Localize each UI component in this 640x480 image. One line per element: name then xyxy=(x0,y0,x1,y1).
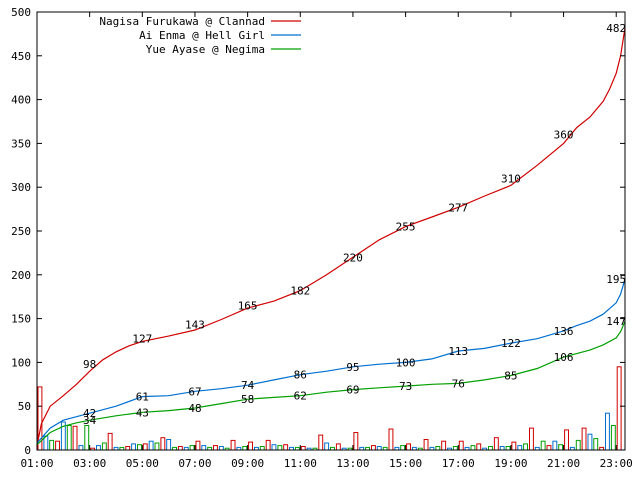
data-label: 76 xyxy=(452,377,465,390)
data-label: 42 xyxy=(83,407,96,420)
data-label: 127 xyxy=(132,333,152,346)
data-label: 113 xyxy=(448,345,468,358)
data-label: 67 xyxy=(188,385,201,398)
data-label: 147 xyxy=(606,315,626,328)
x-tick-label: 23:00 xyxy=(600,457,633,470)
y-tick-label: 100 xyxy=(11,356,31,369)
data-label: 122 xyxy=(501,337,521,350)
x-tick-label: 11:00 xyxy=(284,457,317,470)
x-tick-label: 21:00 xyxy=(547,457,580,470)
x-tick-label: 05:00 xyxy=(126,457,159,470)
lines-layer xyxy=(36,27,626,446)
data-label: 255 xyxy=(396,221,416,234)
legend-label: Nagisa Furukawa @ Clannad xyxy=(99,15,265,28)
y-tick-label: 0 xyxy=(24,444,31,457)
data-label: 482 xyxy=(606,22,626,35)
data-label: 48 xyxy=(188,402,201,415)
x-tick-label: 15:00 xyxy=(389,457,422,470)
data-label: 182 xyxy=(290,285,310,298)
x-tick-label: 13:00 xyxy=(336,457,369,470)
x-tick-label: 03:00 xyxy=(73,457,106,470)
data-label: 360 xyxy=(554,129,574,142)
data-label: 136 xyxy=(554,325,574,338)
data-label: 62 xyxy=(294,390,307,403)
axis-ticks-layer: 0 50 100 150 200 250 300 350 400 450 500 01:00 03:00… xyxy=(11,6,633,470)
series-line xyxy=(36,27,626,446)
data-label: 61 xyxy=(136,391,149,404)
y-tick-label: 300 xyxy=(11,181,31,194)
series-line xyxy=(36,320,626,446)
data-label: 98 xyxy=(83,358,96,371)
y-tick-label: 450 xyxy=(11,50,31,63)
data-label: 69 xyxy=(346,384,359,397)
data-label: 165 xyxy=(238,299,258,312)
data-label: 310 xyxy=(501,172,521,185)
data-label: 74 xyxy=(241,379,255,392)
y-tick-label: 250 xyxy=(11,225,31,238)
data-label: 100 xyxy=(396,356,416,369)
data-label: 106 xyxy=(554,351,574,364)
data-label: 277 xyxy=(448,201,468,214)
legend-label: Ai Enma @ Hell Girl xyxy=(139,29,265,42)
x-tick-label: 17:00 xyxy=(442,457,475,470)
data-label: 34 xyxy=(83,414,97,427)
x-tick-label: 07:00 xyxy=(178,457,211,470)
legend-label: Yue Ayase @ Negima xyxy=(146,43,265,56)
data-label: 85 xyxy=(504,370,517,383)
data-label: 43 xyxy=(136,406,149,419)
x-tick-label: 09:00 xyxy=(231,457,264,470)
x-tick-label: 01:00 xyxy=(20,457,53,470)
data-label: 86 xyxy=(294,369,307,382)
y-tick-label: 200 xyxy=(11,269,31,282)
data-labels-layer: 98 127 143 165 182 220 255 277 310 360 482 42 61 67 74… xyxy=(83,22,626,427)
y-tick-label: 50 xyxy=(18,400,31,413)
data-label: 195 xyxy=(606,273,626,286)
y-tick-label: 350 xyxy=(11,137,31,150)
data-label: 220 xyxy=(343,251,363,264)
y-tick-label: 150 xyxy=(11,313,31,326)
data-label: 95 xyxy=(346,361,359,374)
data-label: 73 xyxy=(399,380,412,393)
series-line xyxy=(36,279,626,444)
data-label: 143 xyxy=(185,319,205,332)
data-label: 58 xyxy=(241,393,254,406)
y-tick-label: 400 xyxy=(11,94,31,107)
y-tick-label: 500 xyxy=(11,6,31,19)
x-tick-label: 19:00 xyxy=(494,457,527,470)
